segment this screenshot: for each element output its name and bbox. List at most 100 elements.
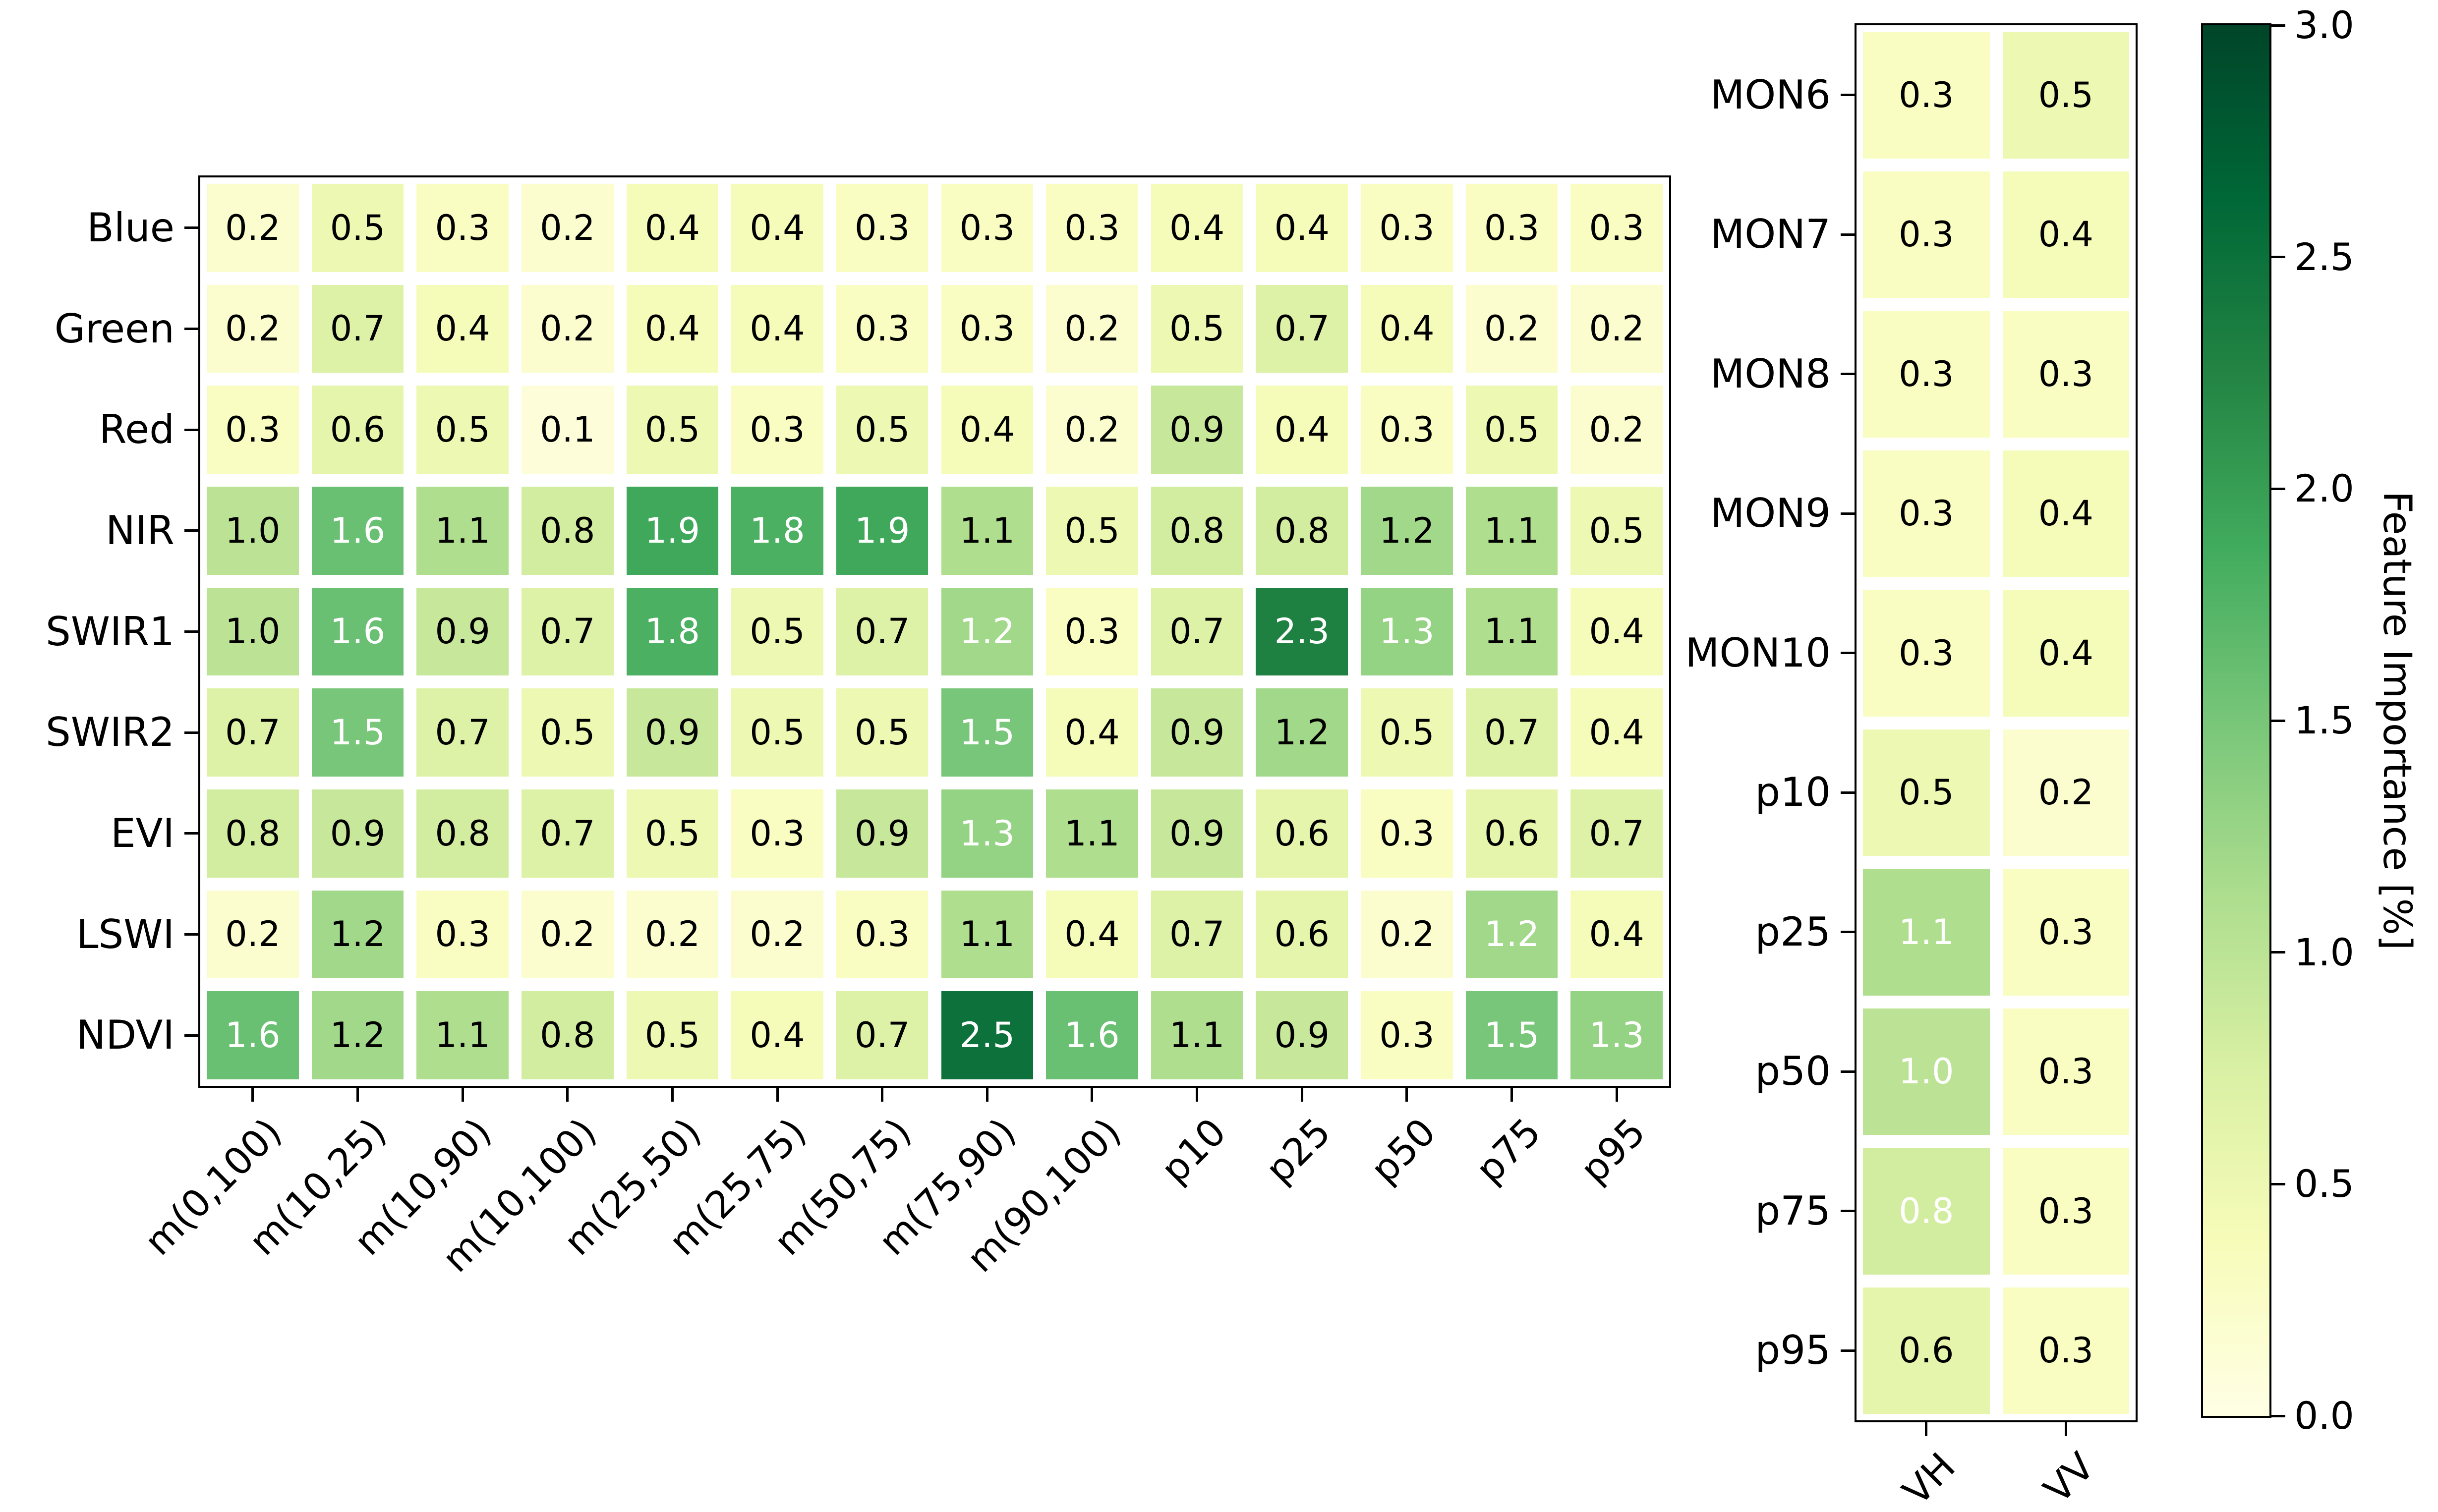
colorbar-tick-label: 1.0 [2294, 930, 2354, 974]
heatmap-cell: 0.3 [1361, 386, 1453, 474]
colorbar-tick-label: 2.0 [2294, 466, 2354, 511]
row-label: MON7 [1710, 211, 1831, 258]
heatmap-cell: 1.6 [311, 587, 404, 676]
heatmap-cell: 0.3 [1046, 184, 1138, 272]
heatmap-cell: 0.7 [1256, 284, 1348, 373]
x-axis-tick [566, 1088, 569, 1102]
heatmap-cell: 1.6 [207, 991, 299, 1079]
heatmap-cell: 0.3 [836, 284, 929, 373]
y-axis-tick [184, 226, 198, 229]
heatmap-cell: 0.4 [1570, 587, 1663, 676]
heatmap-cell: 1.5 [941, 688, 1034, 777]
heatmap-cell: 0.9 [1256, 991, 1348, 1079]
row-label: MON8 [1710, 350, 1831, 397]
left-heatmap-axes: 0.2 0.5 0.3 0.2 0.4 0.4 0.3 0.3 0.3 0.4 0.4 0.3 0.3 0… [198, 175, 1671, 1088]
heatmap-cell: 1.3 [1361, 587, 1453, 676]
heatmap-cell: 0.5 [836, 688, 929, 777]
y-axis-tick [1841, 512, 1855, 515]
row-label: p75 [1755, 1187, 1831, 1234]
heatmap-cell: 0.2 [207, 890, 299, 979]
heatmap-cell: 0.5 [1570, 487, 1663, 575]
heatmap-cell: 0.3 [1465, 184, 1558, 272]
x-axis-tick [2064, 1422, 2067, 1436]
heatmap-cell: 0.3 [1863, 590, 1990, 717]
heatmap-cell: 1.0 [1863, 1008, 1990, 1135]
heatmap-cell: 0.5 [2002, 32, 2129, 159]
heatmap-cell: 0.2 [1046, 386, 1138, 474]
heatmap-cell: 0.4 [1151, 184, 1243, 272]
heatmap-cell: 0.4 [1256, 184, 1348, 272]
y-axis-tick [184, 933, 198, 936]
heatmap-cell: 0.3 [941, 284, 1034, 373]
heatmap-cell: 0.2 [731, 890, 823, 979]
heatmap-cell: 0.4 [1570, 890, 1663, 979]
heatmap-cell: 1.9 [626, 487, 719, 575]
heatmap-cell: 0.8 [416, 789, 509, 878]
heatmap-cell: 0.6 [1863, 1287, 1990, 1414]
heatmap-cell: 0.3 [731, 789, 823, 878]
row-label: EVI [111, 810, 174, 856]
row-label: Blue [86, 204, 174, 251]
heatmap-cell: 0.2 [207, 184, 299, 272]
heatmap-cell: 0.3 [2002, 311, 2129, 438]
heatmap-cell: 0.2 [1570, 284, 1663, 373]
row-label: LSWI [76, 911, 174, 957]
heatmap-cell: 0.4 [1046, 890, 1138, 979]
heatmap-cell: 0.3 [207, 386, 299, 474]
heatmap-cell: 0.6 [1256, 789, 1348, 878]
heatmap-cell: 0.3 [1361, 991, 1453, 1079]
heatmap-cell: 0.9 [416, 587, 509, 676]
heatmap-cell: 0.2 [207, 284, 299, 373]
heatmap-cell: 0.5 [731, 587, 823, 676]
row-label: p95 [1755, 1327, 1831, 1374]
heatmap-cell: 0.4 [1361, 284, 1453, 373]
heatmap-cell: 0.8 [1151, 487, 1243, 575]
heatmap-cell: 0.9 [836, 789, 929, 878]
heatmap-cell: 0.3 [1570, 184, 1663, 272]
heatmap-cell: 0.3 [416, 184, 509, 272]
x-axis-tick [986, 1088, 988, 1102]
heatmap-cell: 0.2 [521, 284, 614, 373]
heatmap-cell: 1.2 [311, 890, 404, 979]
x-axis-tick [1615, 1088, 1618, 1102]
heatmap-cell: 0.3 [941, 184, 1034, 272]
heatmap-cell: 1.2 [1465, 890, 1558, 979]
x-axis-tick [356, 1088, 359, 1102]
heatmap-cell: 1.0 [207, 487, 299, 575]
heatmap-cell: 0.3 [1863, 450, 1990, 577]
heatmap-cell: 0.9 [311, 789, 404, 878]
heatmap-cell: 0.4 [1256, 386, 1348, 474]
row-label: MON10 [1685, 629, 1831, 676]
y-axis-tick [1841, 94, 1855, 97]
heatmap-cell: 0.6 [311, 386, 404, 474]
heatmap-cell: 0.5 [836, 386, 929, 474]
heatmap-cell: 0.2 [1465, 284, 1558, 373]
x-axis-tick [671, 1088, 674, 1102]
colorbar-tick-label: 1.5 [2294, 698, 2354, 742]
colorbar-tick [2271, 719, 2285, 722]
heatmap-cell: 0.7 [1465, 688, 1558, 777]
colorbar-tick [2271, 487, 2285, 490]
heatmap-cell: 2.3 [1256, 587, 1348, 676]
heatmap-cell: 1.3 [1570, 991, 1663, 1079]
x-axis-tick [776, 1088, 779, 1102]
y-axis-tick [1841, 791, 1855, 794]
heatmap-cell: 0.5 [1046, 487, 1138, 575]
column-label: VV [2035, 1444, 2103, 1512]
colorbar-tick-label: 2.5 [2294, 234, 2354, 279]
heatmap-cell: 0.7 [1151, 587, 1243, 676]
x-axis-tick [461, 1088, 464, 1102]
y-axis-tick [184, 529, 198, 532]
heatmap-cell: 1.8 [731, 487, 823, 575]
y-axis-tick [1841, 1070, 1855, 1073]
heatmap-cell: 0.3 [836, 184, 929, 272]
heatmap-cell: 0.5 [731, 688, 823, 777]
heatmap-cell: 1.1 [1465, 587, 1558, 676]
x-axis-tick [1196, 1088, 1199, 1102]
heatmap-cell: 1.6 [1046, 991, 1138, 1079]
heatmap-cell: 0.7 [311, 284, 404, 373]
heatmap-cell: 0.8 [207, 789, 299, 878]
heatmap-cell: 0.4 [731, 184, 823, 272]
heatmap-cell: 0.3 [1863, 311, 1990, 438]
heatmap-cell: 0.2 [521, 890, 614, 979]
